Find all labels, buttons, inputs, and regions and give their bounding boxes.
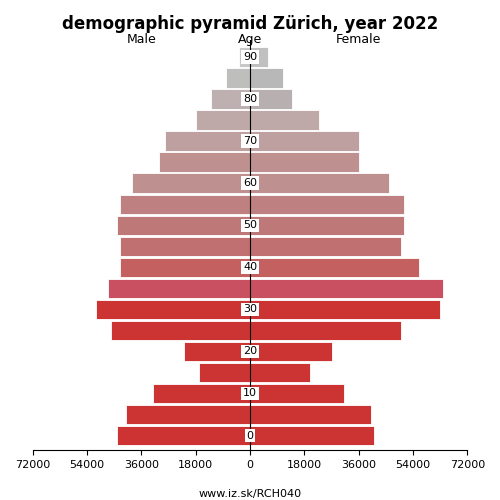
Bar	[126, 405, 250, 424]
Bar	[250, 90, 292, 108]
Bar	[250, 320, 401, 340]
Bar	[196, 110, 250, 130]
Text: 0: 0	[246, 430, 254, 440]
Bar	[250, 48, 268, 66]
Text: 20: 20	[243, 346, 257, 356]
Bar	[226, 68, 250, 87]
Text: 30: 30	[243, 304, 257, 314]
Bar	[250, 426, 374, 445]
Bar	[250, 152, 358, 172]
Bar	[117, 216, 250, 235]
Bar	[250, 110, 320, 130]
Title: demographic pyramid Zürich, year 2022: demographic pyramid Zürich, year 2022	[62, 15, 438, 33]
Bar	[250, 342, 332, 361]
Bar	[184, 342, 250, 361]
Bar	[250, 363, 310, 382]
Bar	[154, 384, 250, 403]
Bar	[250, 174, 389, 193]
Bar	[250, 258, 419, 277]
Bar	[250, 236, 401, 256]
Bar	[108, 278, 250, 298]
Bar	[211, 90, 250, 108]
Bar	[250, 278, 443, 298]
Text: www.iz.sk/RCH040: www.iz.sk/RCH040	[198, 490, 302, 500]
Bar	[96, 300, 250, 319]
Text: 60: 60	[243, 178, 257, 188]
Text: Female: Female	[336, 34, 382, 46]
Text: Age: Age	[238, 34, 262, 46]
Bar	[250, 132, 358, 151]
Text: 80: 80	[243, 94, 257, 104]
Bar	[250, 68, 283, 87]
Bar	[250, 216, 404, 235]
Bar	[166, 132, 250, 151]
Bar	[250, 300, 440, 319]
Bar	[120, 194, 250, 214]
Bar	[132, 174, 250, 193]
Bar	[160, 152, 250, 172]
Text: 40: 40	[243, 262, 257, 272]
Text: 50: 50	[243, 220, 257, 230]
Bar	[111, 320, 250, 340]
Text: 90: 90	[243, 52, 257, 62]
Text: Male: Male	[126, 34, 156, 46]
Bar	[250, 194, 404, 214]
Bar	[120, 258, 250, 277]
Bar	[240, 48, 250, 66]
Text: 10: 10	[243, 388, 257, 398]
Text: 70: 70	[243, 136, 257, 146]
Bar	[250, 405, 371, 424]
Bar	[120, 236, 250, 256]
Bar	[117, 426, 250, 445]
Bar	[250, 384, 344, 403]
Bar	[198, 363, 250, 382]
